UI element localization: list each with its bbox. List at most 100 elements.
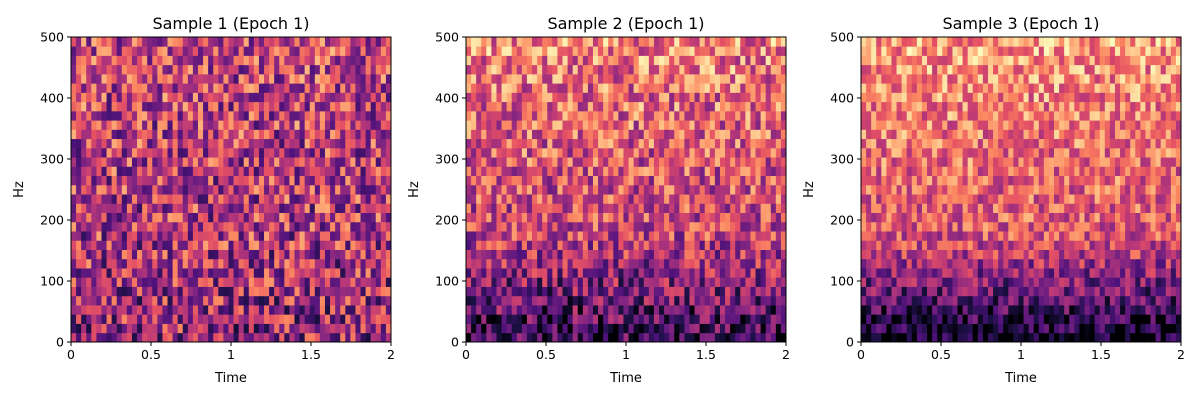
- heatmap-cell: [603, 74, 608, 84]
- heatmap-cell: [593, 203, 598, 213]
- heatmap-cell: [71, 185, 76, 195]
- heatmap-cell: [598, 166, 603, 176]
- heatmap-cell: [259, 314, 264, 324]
- heatmap-cell: [1079, 287, 1084, 297]
- heatmap-cell: [86, 305, 91, 315]
- heatmap-cell: [300, 231, 305, 241]
- heatmap-cell: [710, 120, 715, 130]
- heatmap-cell: [700, 55, 705, 65]
- heatmap-cell: [629, 129, 634, 139]
- heatmap-cell: [573, 240, 578, 250]
- heatmap-cell: [547, 287, 552, 297]
- heatmap-cell: [1105, 277, 1110, 287]
- heatmap-cell: [203, 203, 208, 213]
- heatmap-cell: [522, 55, 527, 65]
- heatmap-cell: [279, 46, 284, 56]
- heatmap-cell: [1079, 259, 1084, 269]
- heatmap-cell: [481, 129, 486, 139]
- heatmap-cell: [588, 129, 593, 139]
- heatmap-cell: [735, 203, 740, 213]
- heatmap-cell: [659, 194, 664, 204]
- heatmap-cell: [330, 139, 335, 149]
- heatmap-cell: [705, 102, 710, 112]
- heatmap-cell: [269, 231, 274, 241]
- heatmap-cell: [735, 314, 740, 324]
- heatmap-cell: [705, 240, 710, 250]
- heatmap-cell: [76, 324, 81, 334]
- heatmap-cell: [96, 92, 101, 102]
- heatmap-cell: [274, 111, 279, 121]
- heatmap-cell: [371, 259, 376, 269]
- heatmap-cell: [147, 194, 152, 204]
- heatmap-cell: [254, 277, 259, 287]
- heatmap-cell: [491, 176, 496, 186]
- heatmap-cell: [355, 185, 360, 195]
- heatmap-cell: [213, 222, 218, 232]
- heatmap-cell: [608, 157, 613, 167]
- heatmap-cell: [1151, 314, 1156, 324]
- heatmap-cell: [162, 240, 167, 250]
- heatmap-cell: [730, 259, 735, 269]
- heatmap-cell: [491, 139, 496, 149]
- heatmap-cell: [968, 268, 973, 278]
- heatmap-cell: [629, 92, 634, 102]
- heatmap-cell: [613, 250, 618, 260]
- heatmap-cell: [634, 111, 639, 121]
- heatmap-cell: [634, 92, 639, 102]
- heatmap-cell: [730, 157, 735, 167]
- heatmap-cell: [1039, 296, 1044, 306]
- heatmap-cell: [496, 324, 501, 334]
- heatmap-cell: [147, 222, 152, 232]
- heatmap-cell: [1135, 259, 1140, 269]
- heatmap-cell: [603, 259, 608, 269]
- heatmap-cell: [264, 296, 269, 306]
- heatmap-cell: [766, 194, 771, 204]
- heatmap-cell: [684, 194, 689, 204]
- heatmap-cell: [203, 333, 208, 343]
- heatmap-cell: [361, 203, 366, 213]
- heatmap-cell: [532, 176, 537, 186]
- heatmap-cell: [978, 277, 983, 287]
- heatmap-cell: [294, 166, 299, 176]
- heatmap-cell: [376, 111, 381, 121]
- heatmap-cell: [700, 83, 705, 93]
- heatmap-cell: [537, 231, 542, 241]
- heatmap-cell: [557, 65, 562, 75]
- heatmap-cell: [881, 296, 886, 306]
- heatmap-cell: [466, 166, 471, 176]
- heatmap-cell: [745, 296, 750, 306]
- heatmap-cell: [203, 240, 208, 250]
- heatmap-cell: [608, 194, 613, 204]
- heatmap-cell: [107, 111, 112, 121]
- heatmap-cell: [674, 185, 679, 195]
- heatmap-cell: [173, 46, 178, 56]
- heatmap-cell: [669, 296, 674, 306]
- heatmap-cell: [259, 37, 264, 47]
- heatmap-cell: [244, 231, 249, 241]
- heatmap-cell: [861, 250, 866, 260]
- heatmap-cell: [203, 213, 208, 223]
- heatmap-cell: [700, 324, 705, 334]
- heatmap-cell: [552, 129, 557, 139]
- heatmap-cell: [537, 46, 542, 56]
- heatmap-cell: [583, 102, 588, 112]
- heatmap-cell: [193, 222, 198, 232]
- heatmap-cell: [112, 102, 117, 112]
- heatmap-cell: [284, 240, 289, 250]
- heatmap-cell: [335, 240, 340, 250]
- heatmap-cell: [279, 65, 284, 75]
- heatmap-cell: [613, 92, 618, 102]
- heatmap-cell: [527, 185, 532, 195]
- heatmap-cell: [927, 305, 932, 315]
- heatmap-cell: [771, 74, 776, 84]
- heatmap-cell: [132, 194, 137, 204]
- heatmap-cell: [223, 46, 228, 56]
- heatmap-cell: [634, 287, 639, 297]
- heatmap-cell: [330, 194, 335, 204]
- heatmap-cell: [1161, 259, 1166, 269]
- heatmap-cell: [695, 296, 700, 306]
- heatmap-cell: [234, 203, 239, 213]
- heatmap-cell: [988, 287, 993, 297]
- heatmap-cell: [861, 333, 866, 343]
- heatmap-cell: [350, 37, 355, 47]
